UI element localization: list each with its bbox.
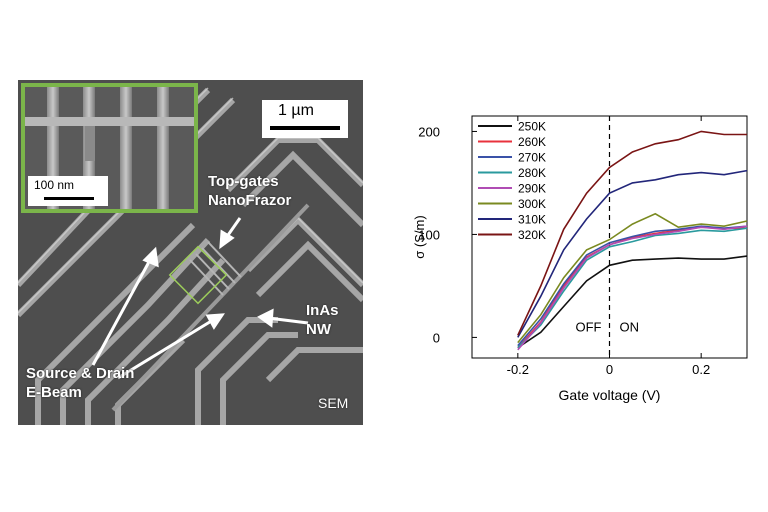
inset-micrograph [25, 87, 194, 209]
legend-label-270K: 270K [518, 151, 546, 165]
legend-label-280K: 280K [518, 166, 546, 180]
x-tick-label: 0 [606, 362, 613, 377]
y-tick-label: 100 [418, 227, 440, 242]
off-annotation: OFF [576, 319, 602, 334]
topgates-label: Top-gates NanoFrazor [208, 172, 291, 210]
inas-label: InAs NW [306, 301, 339, 339]
series-line-250K [517, 255, 748, 349]
conductivity-chart: -0.2 0 0.2 0 100 200 Gate voltage (V) σ (S/m) OF… [400, 100, 760, 420]
y-tick-label: 0 [433, 330, 440, 345]
inset-image [21, 83, 198, 213]
sem-image-panel: 100 nm 1 µm Top-gates NanoFrazor InAs NW… [18, 80, 363, 425]
main-scale-line [270, 126, 340, 130]
source-drain-label-line2: E-Beam [26, 384, 82, 401]
legend-label-320K: 320K [518, 228, 546, 242]
legend-label-250K: 250K [518, 120, 546, 134]
main-scale-label: 1 µm [278, 102, 314, 119]
legend-label-290K: 290K [518, 182, 546, 196]
source-drain-label-line1: Source & Drain [26, 365, 135, 382]
inas-label-line2: NW [306, 321, 331, 338]
legend-label-310K: 310K [518, 213, 546, 227]
legend-label-300K: 300K [518, 197, 546, 211]
inset-scale-label: 100 nm [34, 178, 75, 192]
y-axis-label: σ (S/m) [412, 215, 427, 258]
series-line-310K [517, 169, 748, 338]
main-scale-bar: 1 µm [262, 100, 348, 138]
topgates-label-line2: NanoFrazor [208, 192, 292, 209]
inset-scale-line [44, 197, 94, 200]
x-tick-label: 0.2 [692, 362, 710, 377]
series-line-300K [517, 212, 748, 344]
on-annotation: ON [620, 319, 640, 334]
roi-box [168, 245, 228, 305]
source-drain-label: Source & Drain E-Beam [26, 364, 134, 402]
series-line-290K [517, 225, 748, 351]
series-line-320K [517, 130, 747, 336]
inset-scale-bar: 100 nm [28, 176, 108, 206]
chart-svg: -0.2 0 0.2 0 100 200 Gate voltage (V) σ (S/m) OF… [412, 115, 748, 403]
series-line-270K [517, 225, 748, 347]
topgates-label-line1: Top-gates [208, 173, 279, 190]
inas-label-line1: InAs [306, 302, 339, 319]
x-tick-label: -0.2 [507, 362, 529, 377]
series-line-280K [517, 227, 748, 349]
legend-label-260K: 260K [518, 135, 546, 149]
x-axis-label: Gate voltage (V) [559, 387, 661, 403]
sem-label: SEM [318, 395, 349, 411]
y-tick-label: 200 [418, 124, 440, 139]
